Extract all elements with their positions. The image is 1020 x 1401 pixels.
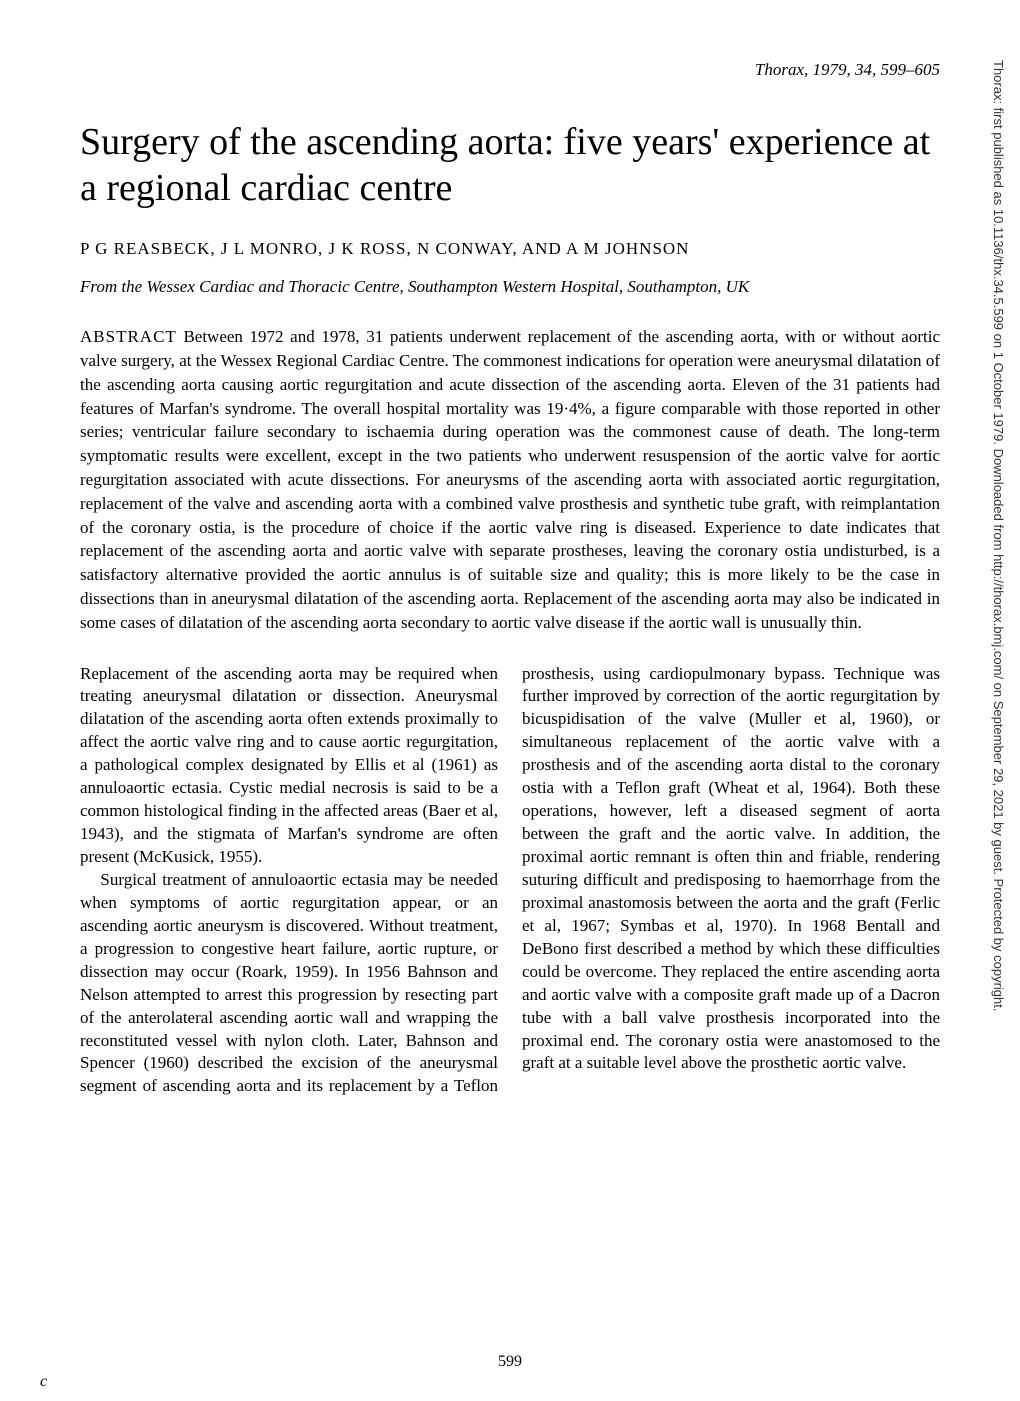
- abstract-text: Between 1972 and 1978, 31 patients under…: [80, 327, 940, 632]
- affiliation: From the Wessex Cardiac and Thoracic Cen…: [80, 277, 940, 297]
- sheet-signature: c: [40, 1373, 47, 1391]
- page-number: 599: [0, 1353, 1020, 1371]
- header-citation: Thorax, 1979, 34, 599–605: [80, 60, 940, 80]
- article-title: Surgery of the ascending aorta: five yea…: [80, 120, 940, 211]
- abstract-block: ABSTRACT Between 1972 and 1978, 31 patie…: [80, 325, 940, 634]
- authors-list: P G REASBECK, J L MONRO, J K ROSS, N CON…: [80, 239, 940, 259]
- body-text: Replacement of the ascending aorta may b…: [80, 663, 940, 1099]
- body-paragraph-1: Replacement of the ascending aorta may b…: [80, 663, 498, 869]
- copyright-sidebar: Thorax: first published as 10.1136/thx.3…: [986, 60, 1006, 1340]
- abstract-label: ABSTRACT: [80, 327, 177, 346]
